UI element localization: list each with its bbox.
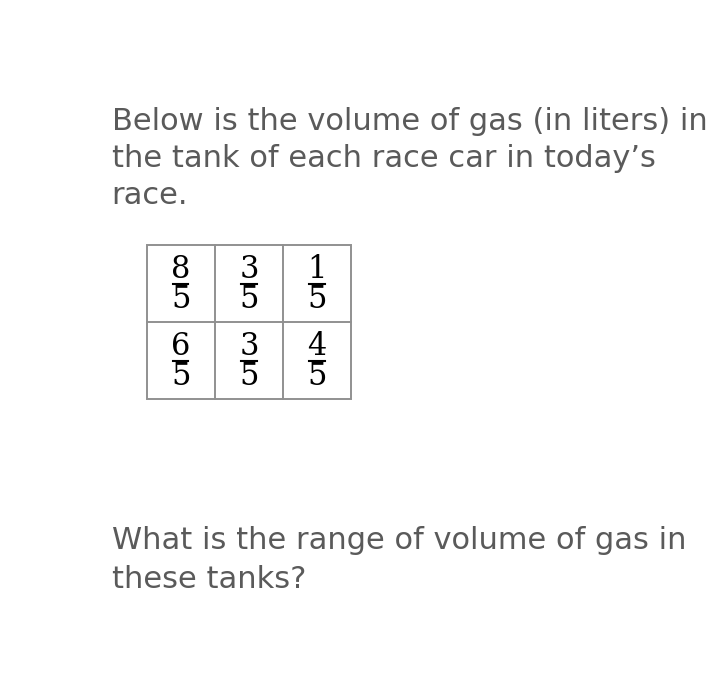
Text: 5: 5: [171, 284, 190, 315]
Text: 6: 6: [171, 332, 190, 362]
Text: What is the range of volume of gas in: What is the range of volume of gas in: [112, 526, 686, 556]
Text: 8: 8: [171, 254, 190, 286]
Text: these tanks?: these tanks?: [112, 565, 306, 594]
Text: 3: 3: [239, 332, 258, 362]
Text: 5: 5: [171, 361, 190, 392]
Text: 5: 5: [239, 361, 258, 392]
Text: 4: 4: [307, 332, 327, 362]
Text: 5: 5: [307, 361, 327, 392]
Text: 3: 3: [239, 254, 258, 286]
Text: 5: 5: [307, 284, 327, 315]
Bar: [147, 245, 351, 399]
Text: 1: 1: [307, 254, 327, 286]
Text: race.: race.: [112, 181, 188, 210]
Text: Below is the volume of gas (in liters) in: Below is the volume of gas (in liters) i…: [112, 107, 708, 136]
Text: the tank of each race car in today’s: the tank of each race car in today’s: [112, 144, 656, 173]
Text: 5: 5: [239, 284, 258, 315]
